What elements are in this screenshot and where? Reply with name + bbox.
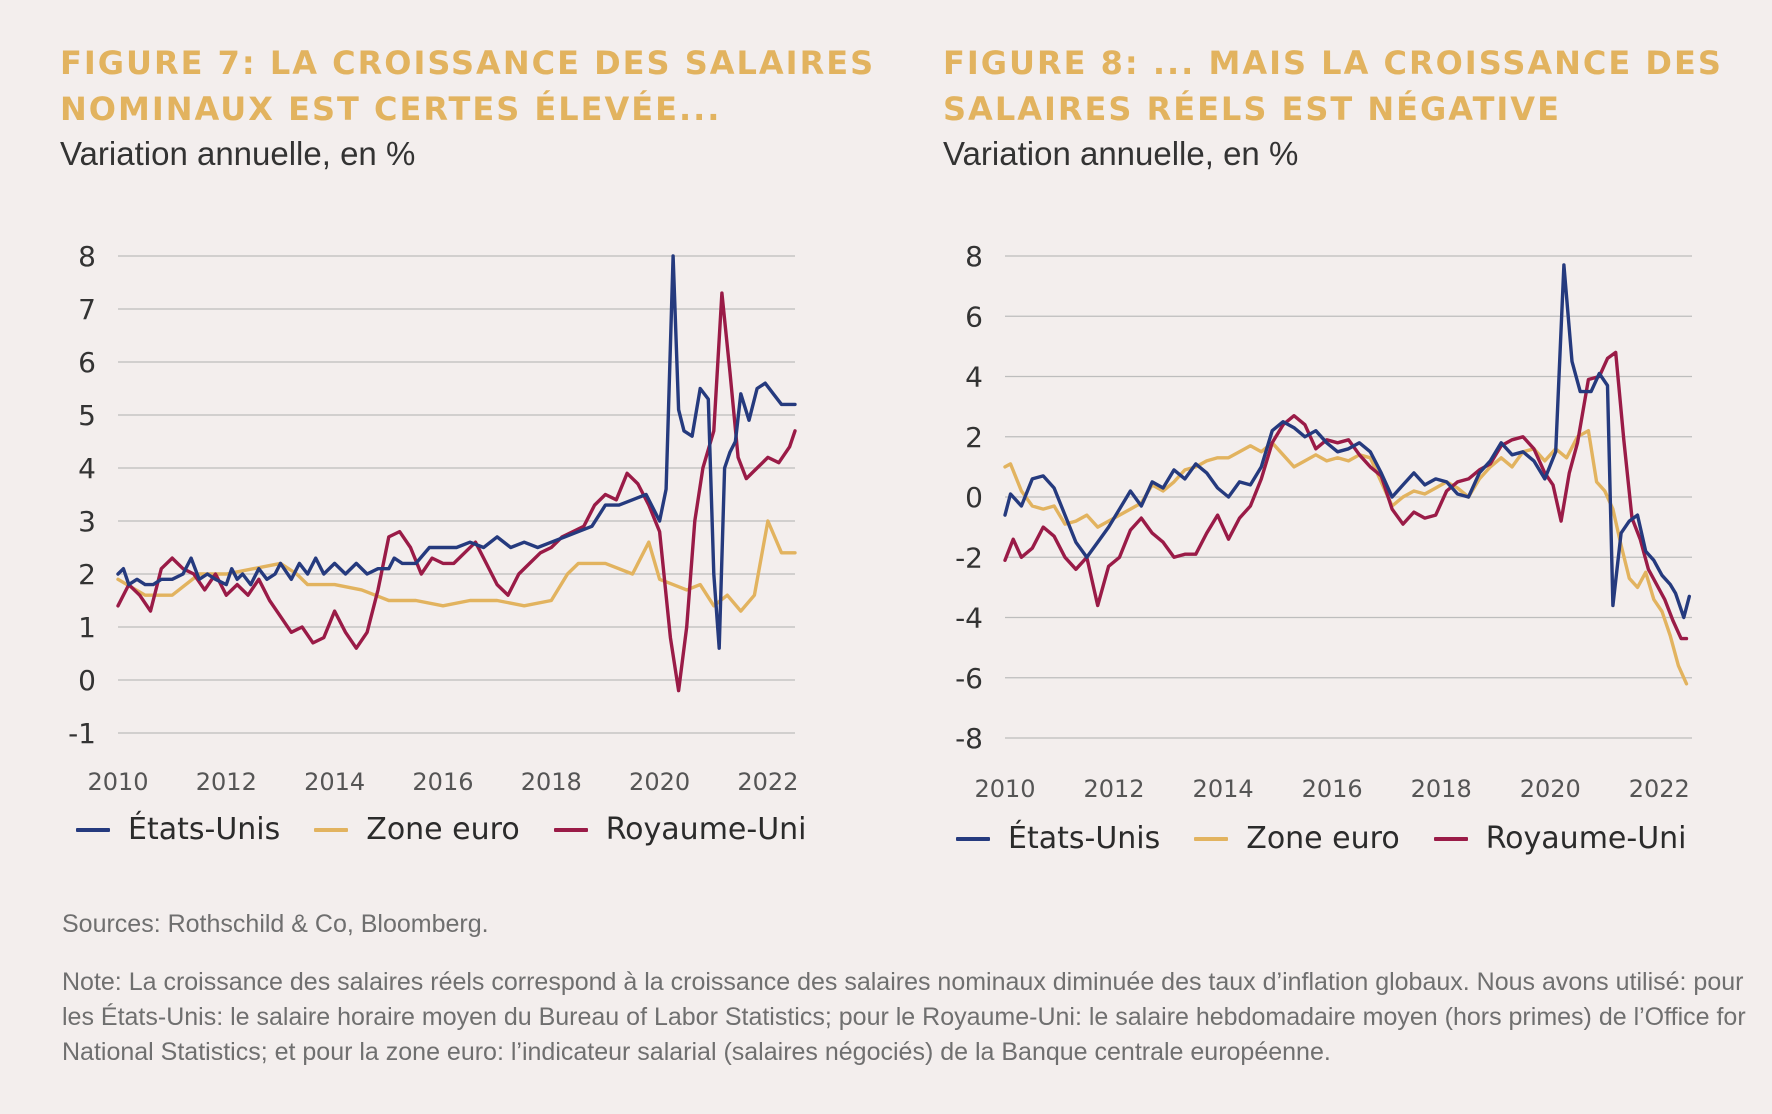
y-tick-label: 6 — [965, 300, 983, 333]
figure-7-subtitle: Variation annuelle, en % — [60, 135, 416, 172]
figure-8-chart: -8 -6 -4 -2 0 2 4 6 8 2010 2012 2014 2016 2018 2020 202… — [955, 240, 1692, 803]
x-tick-label: 2010 — [87, 768, 148, 796]
legend-label-us: États-Unis — [128, 812, 281, 847]
y-tick-label: 2 — [78, 558, 96, 591]
figure-7-legend: États-Unis Zone euro Royaume-Uni — [76, 812, 807, 847]
legend-swatch-us — [956, 836, 990, 841]
x-tick-label: 2018 — [1411, 775, 1472, 803]
sources-text: Sources: Rothschild & Co, Bloomberg. — [62, 910, 489, 938]
x-tick-label: 2012 — [196, 768, 257, 796]
x-tick-label: 2016 — [412, 768, 473, 796]
legend-label-us: États-Unis — [1008, 821, 1161, 856]
y-tick-label: 0 — [78, 664, 96, 697]
x-tick-label: 2016 — [1302, 775, 1363, 803]
x-tick-label: 2014 — [304, 768, 365, 796]
x-tick-label: 2020 — [1520, 775, 1581, 803]
legend-swatch-ez — [314, 827, 349, 832]
y-tick-label: 3 — [78, 505, 96, 538]
y-tick-label: 6 — [78, 346, 96, 379]
legend-item-us: États-Unis — [956, 821, 1160, 856]
legend-label-ez: Zone euro — [1246, 821, 1400, 856]
x-tick-label: 2018 — [521, 768, 582, 796]
y-tick-label: 5 — [78, 399, 96, 432]
legend-item-ez: Zone euro — [1194, 821, 1400, 856]
x-tick-label: 2012 — [1084, 775, 1145, 803]
legend-swatch-us — [76, 827, 110, 832]
y-tick-label: 7 — [78, 293, 96, 326]
legend-swatch-uk — [553, 827, 588, 832]
x-tick-label: 2022 — [1629, 775, 1690, 803]
figure-7-title-line-1: FIGURE 7: LA CROISSANCE DES SALAIRES — [60, 44, 876, 82]
legend-item-ez: Zone euro — [314, 812, 520, 847]
x-tick-label: 2014 — [1193, 775, 1254, 803]
figure-8-title: FIGURE 8: ... MAIS LA CROISSANCE DES SAL… — [943, 40, 1723, 132]
series-line-uk — [1003, 350, 1689, 641]
x-tick-label: 2020 — [629, 768, 690, 796]
legend-item-us: États-Unis — [76, 812, 280, 847]
legend-label-ez: Zone euro — [366, 812, 520, 847]
legend-swatch-ez — [1194, 836, 1229, 841]
legend-swatch-uk — [1433, 836, 1468, 841]
y-tick-label: 4 — [78, 452, 96, 485]
figure-8-legend: États-Unis Zone euro Royaume-Uni — [956, 821, 1687, 856]
series-line-us — [1003, 263, 1692, 620]
y-tick-label: 8 — [78, 240, 96, 273]
figure-7-title: FIGURE 7: LA CROISSANCE DES SALAIRES NOM… — [60, 40, 875, 132]
y-tick-label: -1 — [68, 717, 96, 750]
y-tick-label: 1 — [78, 611, 96, 644]
y-tick-label: 0 — [965, 481, 983, 514]
y-tick-label: -6 — [955, 662, 983, 695]
series-line-uk — [116, 291, 797, 693]
y-tick-label: 2 — [965, 421, 983, 454]
legend-label-uk: Royaume-Uni — [1485, 821, 1687, 856]
figure-7-title-line-2: NOMINAUX EST CERTES ÉLEVÉE... — [60, 90, 722, 128]
legend-item-uk: Royaume-Uni — [1433, 821, 1687, 856]
figure-8-title-line-2: SALAIRES RÉELS EST NÉGATIVE — [943, 90, 1561, 128]
y-tick-label: -2 — [955, 541, 983, 574]
figure-8-subtitle: Variation annuelle, en % — [943, 135, 1299, 172]
y-tick-label: 4 — [965, 361, 983, 394]
figure-7-chart: -1 0 1 2 3 4 5 6 7 8 2010 2012 2014 2016 2018 2020 2022 — [68, 240, 798, 796]
figure-8-title-line-1: FIGURE 8: ... MAIS LA CROISSANCE DES — [943, 44, 1723, 82]
y-tick-label: -8 — [955, 722, 983, 755]
y-tick-label: 8 — [965, 240, 983, 273]
series-line-us — [116, 254, 797, 650]
x-tick-label: 2010 — [974, 775, 1035, 803]
legend-item-uk: Royaume-Uni — [553, 812, 807, 847]
x-tick-label: 2022 — [737, 768, 798, 796]
legend-label-uk: Royaume-Uni — [605, 812, 807, 847]
y-tick-label: -4 — [955, 602, 983, 635]
note-text: Note: La croissance des salaires réels c… — [62, 968, 1746, 1066]
